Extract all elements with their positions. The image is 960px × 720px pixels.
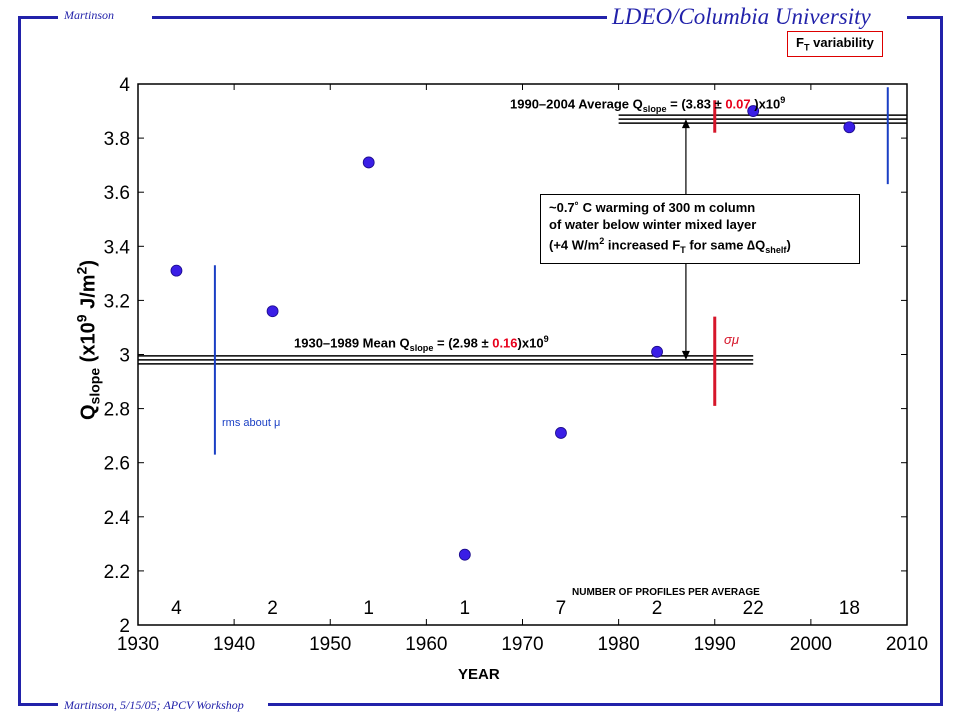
- profile-count: 2: [267, 598, 278, 619]
- x-tick-label: 1930: [117, 634, 159, 655]
- data-point: [458, 548, 471, 561]
- frame-top-right: [907, 16, 943, 19]
- annotation-line-3: (+4 W/m2 increased FT for same ∆Qshelf): [549, 236, 791, 255]
- y-tick-label: 3.8: [104, 129, 130, 150]
- data-point: [843, 121, 856, 134]
- x-tick-label: 1940: [213, 634, 255, 655]
- annotation-line-1: ~0.7˚ C warming of 300 m column: [549, 200, 756, 215]
- y-tick-label: 4: [119, 75, 130, 96]
- data-point: [555, 427, 567, 439]
- profile-count: 18: [839, 598, 860, 619]
- rms-label: rms about μ: [222, 417, 281, 429]
- y-tick-label: 3.4: [104, 237, 131, 258]
- y-tick-label: 2.8: [104, 400, 130, 421]
- data-point: [747, 105, 760, 117]
- frame-bottom-left: [18, 703, 58, 706]
- profile-count: 22: [743, 598, 764, 619]
- data-point: [651, 345, 663, 358]
- frame-right: [940, 16, 943, 706]
- x-tick-label: 1990: [694, 634, 736, 655]
- x-tick-label: 1980: [597, 634, 639, 655]
- data-point: [362, 156, 375, 169]
- profiles-label: NUMBER OF PROFILES PER AVERAGE: [572, 587, 760, 598]
- mean-early-error: 0.16: [492, 335, 518, 351]
- warming-annotation: ~0.7˚ C warming of 300 m column of water…: [540, 194, 860, 264]
- mean-late-label: 1990–2004 Average Qslope = (3.83 ± 0.07 …: [510, 95, 786, 114]
- warming-arrow-head-down: [681, 350, 690, 360]
- profile-count: 4: [171, 598, 182, 619]
- y-tick-label: 2: [119, 616, 130, 637]
- y-tick-label: 3.2: [104, 291, 130, 312]
- sigma-mu-label: σμ: [724, 332, 739, 347]
- header-institution: LDEO/Columbia University: [612, 4, 871, 29]
- footer-credit: Martinson, 5/15/05; APCV Workshop: [64, 698, 244, 712]
- ft-variability-label: FT variability: [787, 31, 883, 57]
- x-tick-label: 2000: [790, 634, 832, 655]
- y-tick-label: 3: [119, 346, 130, 367]
- profile-count: 7: [556, 598, 567, 619]
- x-tick-label: 1970: [501, 634, 543, 655]
- mean-late-error: 0.07: [725, 96, 751, 112]
- frame-top-left: [18, 16, 58, 19]
- x-tick-label: 2010: [886, 634, 928, 655]
- frame-bottom-right: [268, 703, 943, 706]
- frame-top-mid: [152, 16, 607, 19]
- annotation-line-2: of water below winter mixed layer: [549, 217, 757, 232]
- profile-count: 1: [363, 598, 374, 619]
- profile-count: 2: [652, 598, 663, 619]
- mean-early-label: 1930–1989 Mean Qslope = (2.98 ± 0.16)x10…: [294, 334, 549, 353]
- header-author: Martinson: [64, 8, 115, 22]
- y-tick-label: 2.4: [104, 508, 131, 529]
- data-point: [170, 264, 183, 277]
- y-axis-label: Qslope (x109 J/m2): [73, 259, 103, 421]
- x-tick-label: 1950: [309, 634, 351, 655]
- warming-arrow-head-up: [681, 119, 690, 129]
- data-point: [266, 305, 279, 318]
- y-tick-label: 2.6: [104, 454, 130, 475]
- plot-area-border: [137, 83, 908, 626]
- frame-left: [18, 16, 21, 706]
- x-tick-label: 1960: [405, 634, 447, 655]
- y-tick-label: 3.6: [104, 183, 130, 204]
- y-tick-label: 2.2: [104, 562, 130, 583]
- profile-count: 1: [460, 598, 471, 619]
- x-axis-label: YEAR: [458, 666, 500, 683]
